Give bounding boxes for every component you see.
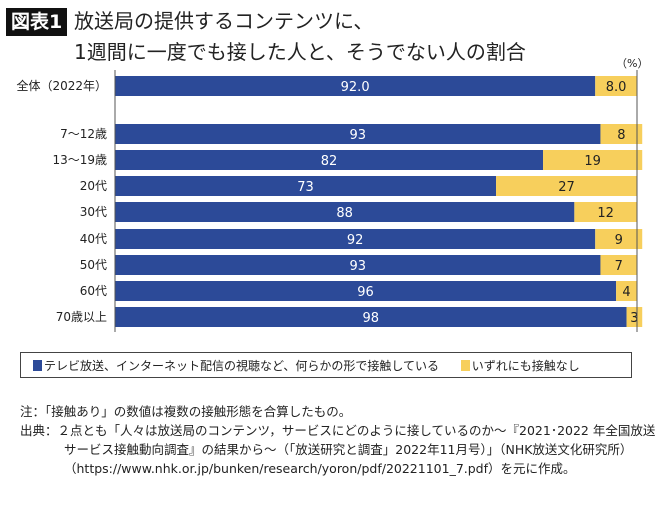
category-label: 60代 <box>80 284 107 298</box>
category-label: 40代 <box>80 232 107 246</box>
data-label: 93 <box>349 259 366 274</box>
bar-no-contact <box>595 229 643 249</box>
legend: テレビ放送、インターネット配信の視聴など、何らかの形で接触している いずれにも接… <box>20 352 632 378</box>
bar-no-contact <box>616 281 637 301</box>
bar-no-contact <box>626 307 643 327</box>
data-label: 3 <box>630 311 638 326</box>
bar-no-contact <box>496 176 637 196</box>
category-label: 全体（2022年） <box>16 78 107 93</box>
bar-no-contact <box>595 76 637 96</box>
bar-no-contact <box>600 255 637 275</box>
figure-label: 図表1 <box>6 8 68 36</box>
data-label: 98 <box>363 311 380 326</box>
bar-contact <box>115 76 596 96</box>
data-label: 27 <box>558 180 575 195</box>
data-label: 19 <box>584 154 601 169</box>
bar-contact <box>115 229 596 249</box>
category-label: 7～12歳 <box>60 127 107 141</box>
data-label: 8.0 <box>606 80 627 95</box>
category-label: 30代 <box>80 205 107 219</box>
bar-contact <box>115 307 627 327</box>
data-label: 82 <box>321 154 338 169</box>
data-label: 96 <box>357 285 374 300</box>
unit-label: （%） <box>616 57 649 70</box>
data-label: 9 <box>615 233 623 248</box>
category-label: 70歳以上 <box>56 310 107 324</box>
bar-contact <box>115 176 497 196</box>
category-label: 50代 <box>80 258 107 272</box>
title-line-2: 1週間に一度でも接した人と、そうでない人の割合 <box>74 40 526 64</box>
source: 出典：２点とも「人々は放送局のコンテンツ，サービスにどのように接しているのか～『… <box>20 423 656 476</box>
legend-label-contact: テレビ放送、インターネット配信の視聴など、何らかの形で接触している <box>44 359 440 373</box>
category-label: 20代 <box>80 179 107 193</box>
bar-no-contact <box>600 124 643 144</box>
data-label: 92.0 <box>341 80 370 95</box>
data-label: 92 <box>347 233 364 248</box>
bar-contact <box>115 281 617 301</box>
data-label: 93 <box>349 128 366 143</box>
bar-contact <box>115 150 544 170</box>
data-label: 8 <box>617 128 625 143</box>
bar-no-contact <box>543 150 643 170</box>
bar-contact <box>115 124 601 144</box>
data-label: 12 <box>597 206 614 221</box>
legend-swatch-contact <box>33 360 42 371</box>
title-line-1: 放送局の提供するコンテンツに、 <box>74 9 374 33</box>
bar-no-contact <box>574 202 637 222</box>
category-label: 13～19歳 <box>52 153 107 167</box>
data-label: 88 <box>336 206 353 221</box>
notes: 注：「接触あり」の数値は複数の接触形態を合算したもの。 出典：２点とも「人々は放… <box>20 402 660 478</box>
legend-swatch-no-contact <box>460 360 470 371</box>
legend-label-no-contact: いずれにも接触なし <box>471 359 580 373</box>
note: 注：「接触あり」の数値は複数の接触形態を合算したもの。 <box>20 404 352 419</box>
data-label: 7 <box>615 259 623 274</box>
bar-contact <box>115 202 575 222</box>
bar-contact <box>115 255 601 275</box>
data-label: 73 <box>297 180 314 195</box>
data-label: 4 <box>622 285 630 300</box>
